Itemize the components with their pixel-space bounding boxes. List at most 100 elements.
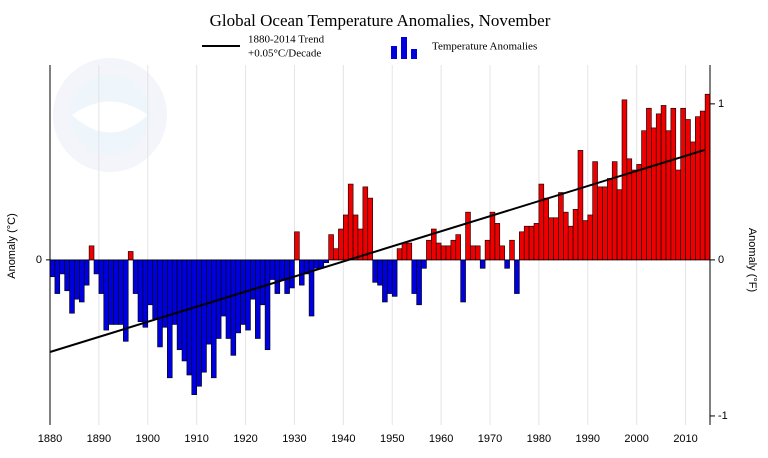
bar — [372, 259, 378, 283]
bar — [147, 259, 153, 306]
bar — [235, 259, 241, 334]
bar — [597, 186, 603, 261]
bar — [475, 245, 481, 261]
bar — [211, 259, 217, 379]
bar — [514, 259, 520, 294]
bar — [250, 259, 256, 300]
bar — [352, 214, 359, 261]
bar — [411, 259, 417, 294]
x-tick-label: 2000 — [624, 433, 648, 445]
bar — [279, 259, 285, 280]
bar — [308, 259, 315, 317]
bar — [690, 141, 696, 261]
bar — [592, 161, 598, 261]
bar — [103, 259, 109, 331]
bar — [460, 259, 466, 303]
bar — [484, 239, 491, 261]
bar — [470, 245, 476, 261]
bar — [284, 259, 290, 294]
bar — [631, 169, 637, 261]
bar — [655, 113, 662, 261]
x-tick-label: 1910 — [184, 433, 208, 445]
x-tick-label: 1960 — [429, 433, 453, 445]
bar — [670, 107, 677, 261]
x-tick-label: 1940 — [331, 433, 355, 445]
logo-disc — [70, 75, 150, 155]
bar — [675, 169, 681, 261]
bar — [587, 214, 593, 261]
bar — [616, 189, 623, 261]
x-tick-label: 1930 — [282, 433, 306, 445]
legend-label: 1880-2014 Trend — [248, 34, 325, 46]
bar — [98, 259, 105, 294]
bar — [59, 259, 65, 275]
bar — [479, 259, 486, 269]
bar — [255, 259, 261, 339]
bar — [186, 259, 193, 376]
bar — [69, 259, 75, 314]
bar — [553, 217, 559, 261]
bar — [362, 186, 369, 261]
bar — [289, 259, 295, 289]
bar — [563, 211, 569, 261]
bar — [519, 231, 525, 261]
bar — [421, 259, 427, 269]
bar — [343, 214, 349, 261]
bar — [79, 259, 85, 303]
bar — [299, 259, 305, 286]
bar — [196, 259, 202, 387]
bar — [401, 242, 408, 261]
bar — [259, 259, 266, 306]
bar — [528, 225, 535, 261]
bar — [294, 231, 300, 261]
legend-bar — [401, 37, 407, 59]
bar — [54, 259, 61, 294]
bar — [455, 234, 461, 261]
bar — [118, 259, 124, 325]
bar — [641, 130, 647, 261]
bar — [274, 259, 281, 294]
bar — [333, 248, 339, 261]
legend-bar — [391, 46, 397, 59]
x-tick-label: 2010 — [673, 433, 697, 445]
bar — [382, 259, 388, 303]
bar — [108, 259, 114, 325]
bar — [367, 197, 373, 261]
bar — [225, 259, 232, 339]
bar — [621, 99, 628, 261]
bar — [494, 223, 501, 261]
bar — [489, 211, 496, 261]
bar — [152, 259, 158, 320]
y2-axis-label: Anomaly (°F) — [746, 228, 758, 292]
bar — [607, 178, 613, 261]
bar — [646, 107, 652, 261]
legend-bar — [411, 49, 417, 59]
bar — [533, 223, 540, 261]
bar — [636, 164, 642, 261]
legend-label: Temperature Anomalies — [432, 41, 537, 53]
bar — [313, 259, 320, 269]
bar — [426, 239, 432, 261]
bar — [450, 239, 457, 261]
bar — [176, 259, 183, 351]
bar — [49, 259, 56, 278]
bar — [88, 245, 95, 261]
x-tick-label: 1950 — [380, 433, 404, 445]
bar — [435, 242, 442, 261]
bar — [347, 183, 354, 261]
bar — [113, 259, 119, 325]
bar — [323, 259, 329, 263]
legend-label: +0.05°C/Decade — [248, 48, 321, 60]
y-tick-label: 0 — [36, 254, 42, 266]
bar — [230, 259, 237, 356]
bar — [167, 259, 173, 379]
bar — [660, 105, 667, 261]
bar — [127, 251, 134, 261]
bar — [142, 259, 149, 328]
legend-bar-swatch — [391, 37, 417, 59]
bar — [396, 248, 403, 261]
bar — [264, 259, 271, 351]
logo-bird — [72, 101, 148, 133]
x-tick-label: 1880 — [38, 433, 62, 445]
